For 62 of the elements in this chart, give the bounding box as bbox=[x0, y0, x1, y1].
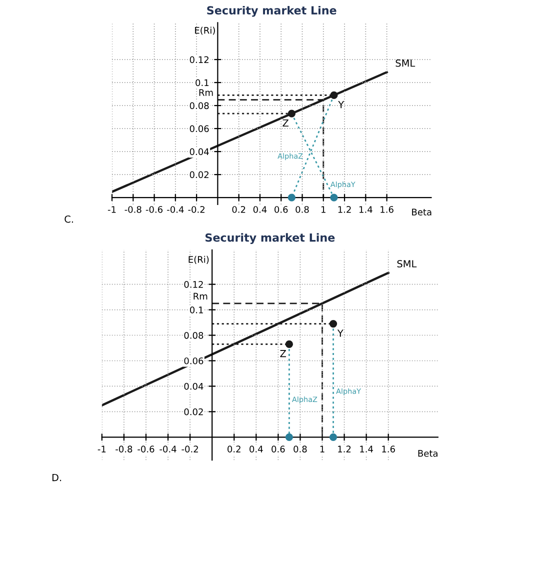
series-label: SML bbox=[396, 59, 416, 67]
x-tick-label: 1 bbox=[320, 446, 324, 452]
series-label: Rm bbox=[194, 292, 208, 300]
y-tick-label: 0.12 bbox=[190, 56, 208, 64]
y-tick-label: 0.1 bbox=[190, 306, 203, 314]
x-tick-label: 1 bbox=[322, 206, 326, 213]
text: C. bbox=[64, 215, 73, 223]
x-tick-label: -0.4 bbox=[167, 206, 184, 213]
y-tick-label: 0.02 bbox=[190, 171, 208, 178]
y-tick-label: 0.02 bbox=[184, 408, 203, 416]
x-tick-label: -1 bbox=[108, 206, 116, 213]
y-tick-label: 0.08 bbox=[190, 102, 209, 110]
y-tick-label: 0.06 bbox=[190, 125, 209, 132]
series-label: Z bbox=[280, 350, 286, 358]
x-tick-label: 1.6 bbox=[382, 446, 395, 452]
series-label: Rm bbox=[199, 89, 213, 96]
chart-title: Security market Line bbox=[205, 233, 335, 244]
x-tick-label: -0.6 bbox=[138, 446, 154, 452]
x-tick-label: -0.6 bbox=[146, 206, 163, 213]
x-tick-label: 0.4 bbox=[250, 446, 263, 452]
series-label: Y bbox=[337, 330, 344, 337]
x-tick-label: 1.2 bbox=[338, 206, 351, 213]
x-tick-label: 0.6 bbox=[274, 206, 288, 213]
x-tick-label: -0.2 bbox=[182, 446, 198, 452]
x-tick-label: 1.4 bbox=[360, 446, 373, 452]
y-tick-label: 0.1 bbox=[196, 79, 209, 86]
x-tick-label: 0.2 bbox=[228, 446, 240, 452]
series-label: Y bbox=[338, 101, 344, 108]
x-tick-label: 0.4 bbox=[253, 206, 267, 213]
point bbox=[285, 433, 294, 441]
y-tick-label: 0.04 bbox=[190, 148, 209, 156]
y-axis-title: E(Ri) bbox=[195, 26, 215, 35]
text: D. bbox=[52, 474, 62, 482]
point bbox=[288, 110, 296, 118]
x-tick-label: -0.4 bbox=[160, 446, 176, 452]
point bbox=[329, 433, 338, 441]
y-tick-label: 0.04 bbox=[184, 382, 204, 390]
chart-title: Security market Line bbox=[207, 6, 336, 17]
point bbox=[288, 194, 296, 202]
series-label: Z bbox=[282, 119, 288, 127]
x-tick-label: 0.6 bbox=[272, 446, 285, 452]
x-tick-label: 1.2 bbox=[338, 446, 351, 452]
point bbox=[330, 91, 338, 100]
x-tick-label: -1 bbox=[98, 446, 106, 452]
x-tick-label: 0.8 bbox=[294, 446, 307, 452]
x-axis-title: Beta bbox=[418, 450, 438, 457]
point bbox=[285, 340, 294, 348]
x-tick-label: 1.6 bbox=[380, 206, 394, 213]
x-tick-label: -0.8 bbox=[116, 446, 132, 452]
y-axis-title: E(Ri) bbox=[188, 256, 209, 264]
y-tick-label: 0.12 bbox=[184, 281, 203, 288]
y-tick-label: 0.08 bbox=[184, 332, 204, 339]
point bbox=[329, 320, 338, 328]
point bbox=[330, 194, 338, 202]
x-tick-label: 0.2 bbox=[232, 206, 246, 213]
x-tick-label: -0.2 bbox=[188, 206, 204, 213]
x-tick-label: 0.8 bbox=[296, 206, 309, 213]
series-label: SML bbox=[397, 260, 417, 268]
x-axis-title: Beta bbox=[412, 208, 432, 216]
y-tick-label: 0.06 bbox=[184, 357, 204, 364]
x-tick-label: 1.4 bbox=[359, 206, 372, 213]
x-tick-label: -0.8 bbox=[124, 206, 142, 213]
